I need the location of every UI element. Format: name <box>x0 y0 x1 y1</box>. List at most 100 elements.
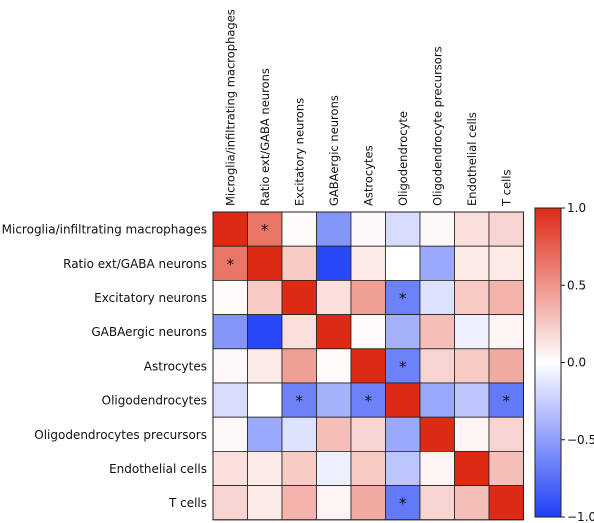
significance-marker: * <box>227 255 235 273</box>
heatmap-cell <box>247 382 283 418</box>
column-label: Endothelial cells <box>465 112 479 206</box>
heatmap-cell <box>350 211 386 247</box>
heatmap-cell <box>385 485 421 521</box>
heatmap-cell <box>350 416 386 452</box>
heatmap-cell <box>419 348 455 384</box>
heatmap-cell <box>350 450 386 486</box>
heatmap-cell <box>454 416 490 452</box>
colorbar-tick-label: 0.5 <box>567 278 586 292</box>
significance-markers: * * * * * * * * <box>227 221 511 513</box>
significance-marker: * <box>399 358 407 376</box>
column-label: Microglia/infiltrating macrophages <box>223 9 237 206</box>
heatmap-cell <box>281 416 317 452</box>
heatmap-cell <box>316 382 352 418</box>
heatmap-cell <box>488 348 524 384</box>
heatmap-cell <box>488 314 524 350</box>
heatmap-cell <box>350 314 386 350</box>
heatmap-cell <box>316 211 352 247</box>
heatmap-cell <box>212 279 248 315</box>
heatmap-cell <box>350 382 386 418</box>
colorbar-tick-label: 0.0 <box>567 356 586 370</box>
colorbar-tick-label: −1.0 <box>567 510 594 523</box>
heatmap-cell <box>212 382 248 418</box>
column-label: Oligodendrocyte <box>396 111 410 206</box>
heatmap-cell <box>247 314 283 350</box>
heatmap-cell <box>247 416 283 452</box>
colorbar-ticks: 1.0 0.5 0.0 −0.5 −1.0 <box>561 201 594 523</box>
column-label: T cells <box>499 170 513 207</box>
heatmap-cell <box>454 348 490 384</box>
heatmap-cell <box>247 279 283 315</box>
heatmap-cell <box>316 485 352 521</box>
heatmap-cell <box>212 211 248 247</box>
heatmap-cell <box>316 416 352 452</box>
heatmap-cell <box>247 211 283 247</box>
heatmap-cell <box>350 279 386 315</box>
heatmap-cell <box>350 485 386 521</box>
row-label: Ratio ext/GABA neurons <box>63 257 207 271</box>
heatmap-cell <box>419 245 455 281</box>
grid-border <box>212 211 524 521</box>
colorbar-gradient <box>534 207 562 518</box>
row-label: Oligodendrocytes <box>102 394 207 408</box>
heatmap-cell <box>281 485 317 521</box>
row-label: Oligodendrocytes precursors <box>34 428 207 442</box>
row-label: GABAergic neurons <box>91 325 207 339</box>
heatmap-cell <box>212 416 248 452</box>
heatmap-cell <box>385 382 421 418</box>
heatmap-cell <box>454 245 490 281</box>
heatmap-cell <box>212 348 248 384</box>
heatmap-cell <box>316 450 352 486</box>
colorbar-tick-label: −0.5 <box>567 433 594 447</box>
heatmap-cell <box>350 245 386 281</box>
significance-marker: * <box>399 290 407 308</box>
significance-marker: * <box>503 392 511 410</box>
heatmap-cell <box>316 348 352 384</box>
heatmap-cell <box>385 314 421 350</box>
heatmap-cell <box>454 485 490 521</box>
heatmap-cell <box>212 485 248 521</box>
significance-marker: * <box>296 392 304 410</box>
heatmap-cell <box>454 279 490 315</box>
heatmap-cell <box>350 348 386 384</box>
row-label: Endothelial cells <box>109 462 207 476</box>
heatmap-cell <box>419 382 455 418</box>
column-label: Oligodendrocyte precursors <box>430 46 444 206</box>
colorbar: 1.0 0.5 0.0 −0.5 −1.0 <box>534 201 594 523</box>
heatmap-cell <box>316 245 352 281</box>
heatmap-cell <box>281 314 317 350</box>
heatmap-cell <box>316 314 352 350</box>
significance-marker: * <box>399 495 407 513</box>
heatmap-cell <box>281 450 317 486</box>
significance-marker: * <box>365 392 373 410</box>
column-label: Astrocytes <box>361 145 375 206</box>
row-label: Astrocytes <box>144 359 207 373</box>
heatmap-cell <box>385 450 421 486</box>
heatmap-cell <box>454 382 490 418</box>
heatmap-cell <box>419 416 455 452</box>
row-label: T cells <box>168 496 207 510</box>
heatmap-cell <box>247 450 283 486</box>
heatmap-cell <box>488 211 524 247</box>
heatmap-cell <box>247 485 283 521</box>
heatmap-cell <box>419 485 455 521</box>
heatmap-cell <box>385 211 421 247</box>
colorbar-tick-label: 1.0 <box>567 201 586 215</box>
column-label: GABAergic neurons <box>327 95 341 206</box>
heatmap-cell <box>454 211 490 247</box>
heatmap-cell <box>454 314 490 350</box>
column-label: Excitatory neurons <box>292 98 306 206</box>
heatmap-cell <box>488 485 524 521</box>
heatmap-cell <box>488 450 524 486</box>
heatmap-cell <box>212 450 248 486</box>
heatmap-cell <box>281 348 317 384</box>
heatmap-cell <box>316 279 352 315</box>
heatmap-cell <box>281 279 317 315</box>
row-labels: Microglia/infiltrating macrophages Ratio … <box>2 223 207 511</box>
significance-marker: * <box>261 221 269 239</box>
heatmap-cell <box>488 416 524 452</box>
heatmap-cells <box>212 211 524 521</box>
heatmap-cell <box>385 416 421 452</box>
heatmap-cell <box>488 279 524 315</box>
